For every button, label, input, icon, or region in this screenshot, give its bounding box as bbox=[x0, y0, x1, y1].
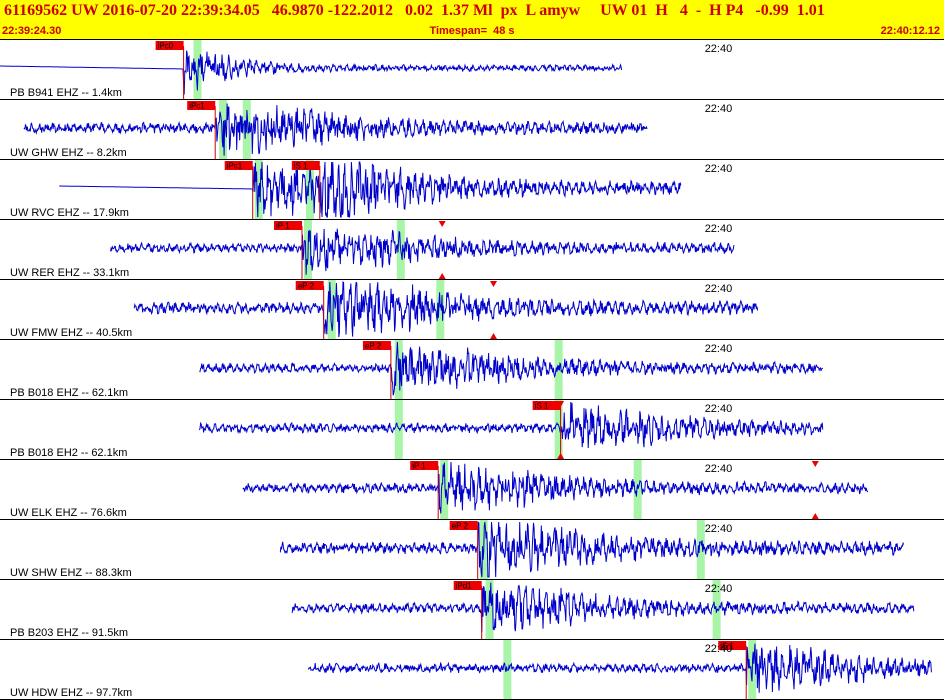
amplitude-marker-up bbox=[811, 513, 819, 519]
minute-mark-label: 22:40 bbox=[705, 223, 733, 235]
channel-row[interactable]: iS 122:40 UW HDW EHZ -- 97.7km bbox=[0, 640, 944, 700]
channel-row[interactable]: iPc0 22:40 PB B941 EHZ -- 1.4km bbox=[0, 40, 944, 100]
station-label: UW HDW EHZ -- 97.7km bbox=[10, 687, 132, 699]
event-header: 61169562 UW 2016-07-20 22:39:34.05 46.98… bbox=[0, 0, 944, 40]
station-label: UW RVC EHZ -- 17.9km bbox=[10, 207, 129, 219]
minute-mark-label: 22:40 bbox=[705, 583, 733, 595]
station-label: UW RER EHZ -- 33.1km bbox=[10, 267, 129, 279]
pick-label-box[interactable] bbox=[410, 461, 439, 470]
pick-window-band bbox=[440, 460, 449, 519]
station-label: UW ELK EHZ -- 76.6km bbox=[10, 507, 127, 519]
amplitude-marker-up bbox=[490, 333, 498, 339]
waveform-trace bbox=[110, 228, 735, 275]
timespan-label: Timespan= 48 s bbox=[429, 25, 515, 37]
channel-row[interactable]: iP 1 22:40 UW ELK EHZ -- 76.6km bbox=[0, 460, 944, 520]
pick-label-box[interactable] bbox=[224, 161, 253, 170]
waveform-trace bbox=[307, 643, 932, 693]
pick-label-box[interactable] bbox=[718, 641, 747, 650]
waveform-trace bbox=[23, 103, 648, 156]
pick-label: iPc1 bbox=[189, 102, 205, 111]
pick-window-band bbox=[633, 460, 642, 519]
station-label: PB B203 EHZ -- 91.5km bbox=[10, 627, 128, 639]
pick-window-band bbox=[554, 400, 563, 459]
station-label: PB B018 EH2 -- 62.1km bbox=[10, 447, 127, 459]
event-summary-title: 61169562 UW 2016-07-20 22:39:34.05 46.98… bbox=[4, 2, 825, 19]
waveform-trace bbox=[0, 50, 623, 95]
pick-label-box[interactable] bbox=[362, 341, 391, 350]
amplitude-marker-up bbox=[557, 453, 565, 459]
pick-label: iS 1 bbox=[294, 162, 308, 171]
waveform-trace bbox=[242, 461, 869, 514]
waveform-trace bbox=[291, 582, 915, 633]
channel-row[interactable]: iPd1 22:40 PB B203 EHZ -- 91.5km bbox=[0, 580, 944, 640]
pick-window-band bbox=[306, 160, 314, 219]
pick-label: iP 1 bbox=[412, 462, 426, 471]
pick-label-box[interactable] bbox=[155, 41, 184, 50]
channel-row[interactable]: iS 1 22:40 PB B018 EH2 -- 62.1km bbox=[0, 400, 944, 460]
pick-label: eP 2 bbox=[365, 342, 382, 351]
pick-label-box[interactable] bbox=[453, 581, 482, 590]
pick-label: iS 1 bbox=[535, 402, 549, 411]
seismogram-panel[interactable]: iPc0 22:40 PB B941 EHZ -- 1.4km iPc1 22:40 UW… bbox=[0, 40, 944, 700]
pick-window-band bbox=[327, 280, 336, 339]
channel-row[interactable]: iP 1 22:40 UW RER EHZ -- 33.1km bbox=[0, 220, 944, 280]
pick-label-box[interactable] bbox=[449, 521, 478, 530]
channel-row[interactable]: iPc1 iS 1 22:40 UW RVC EHZ -- 17.9km bbox=[0, 160, 944, 220]
pick-label-box[interactable] bbox=[187, 101, 216, 110]
station-label: PB B941 EHZ -- 1.4km bbox=[10, 87, 122, 99]
waveform-trace bbox=[133, 281, 759, 338]
minute-mark-label: 22:40 bbox=[705, 103, 733, 115]
pick-label: iPc1 bbox=[227, 162, 243, 171]
minute-mark-label: 22:40 bbox=[705, 163, 733, 175]
station-label: PB B018 EHZ -- 62.1km bbox=[10, 387, 128, 399]
minute-mark-label: 22:40 bbox=[705, 463, 733, 475]
pick-label-box[interactable] bbox=[295, 281, 324, 290]
station-label: UW GHW EHZ -- 8.2km bbox=[10, 147, 127, 159]
minute-mark-label: 22:40 bbox=[705, 643, 733, 655]
minute-mark-label: 22:40 bbox=[705, 523, 733, 535]
waveform-trace bbox=[279, 521, 905, 578]
amplitude-marker-down bbox=[557, 401, 565, 407]
minute-mark-label: 22:40 bbox=[705, 343, 733, 355]
waveform-trace bbox=[59, 161, 682, 218]
pick-window-band bbox=[436, 280, 445, 339]
pick-window-band bbox=[485, 580, 494, 639]
station-label: UW FMW EHZ -- 40.5km bbox=[10, 327, 132, 339]
minute-mark-label: 22:40 bbox=[705, 283, 733, 295]
pick-label-box[interactable] bbox=[291, 161, 320, 170]
pick-label: iS 1 bbox=[720, 642, 734, 651]
start-time-label: 22:39:24.30 bbox=[2, 25, 62, 37]
waveform-trace bbox=[199, 341, 824, 396]
minute-mark-label: 22:40 bbox=[705, 403, 733, 415]
station-label: UW SHW EHZ -- 88.3km bbox=[10, 567, 132, 579]
amplitude-marker-up bbox=[438, 273, 446, 279]
pick-label: iPc0 bbox=[158, 42, 174, 51]
channel-row[interactable]: iPc1 22:40 UW GHW EHZ -- 8.2km bbox=[0, 100, 944, 160]
channel-row[interactable]: eP 2 22:40 PB B018 EHZ -- 62.1km bbox=[0, 340, 944, 400]
minute-mark-label: 22:40 bbox=[705, 43, 733, 55]
pick-label: eP 2 bbox=[298, 282, 315, 291]
amplitude-marker-down bbox=[438, 221, 446, 227]
amplitude-marker-down bbox=[811, 461, 819, 467]
waveform-trace bbox=[198, 401, 824, 449]
pick-label: eP 2 bbox=[452, 522, 469, 531]
pick-window-band bbox=[696, 520, 705, 579]
end-time-label: 22:40:12.12 bbox=[880, 25, 940, 37]
pick-label: iP 1 bbox=[276, 222, 290, 231]
pick-label-box[interactable] bbox=[274, 221, 302, 230]
pick-label: iPd1 bbox=[456, 582, 473, 591]
channel-row[interactable]: eP 2 22:40 UW FMW EHZ -- 40.5km bbox=[0, 280, 944, 340]
pick-window-band bbox=[394, 400, 403, 459]
amplitude-marker-down bbox=[490, 281, 498, 287]
pick-label-box[interactable] bbox=[532, 401, 561, 410]
pick-window-band bbox=[193, 40, 202, 99]
channel-row[interactable]: eP 2 22:40 UW SHW EHZ -- 88.3km bbox=[0, 520, 944, 580]
